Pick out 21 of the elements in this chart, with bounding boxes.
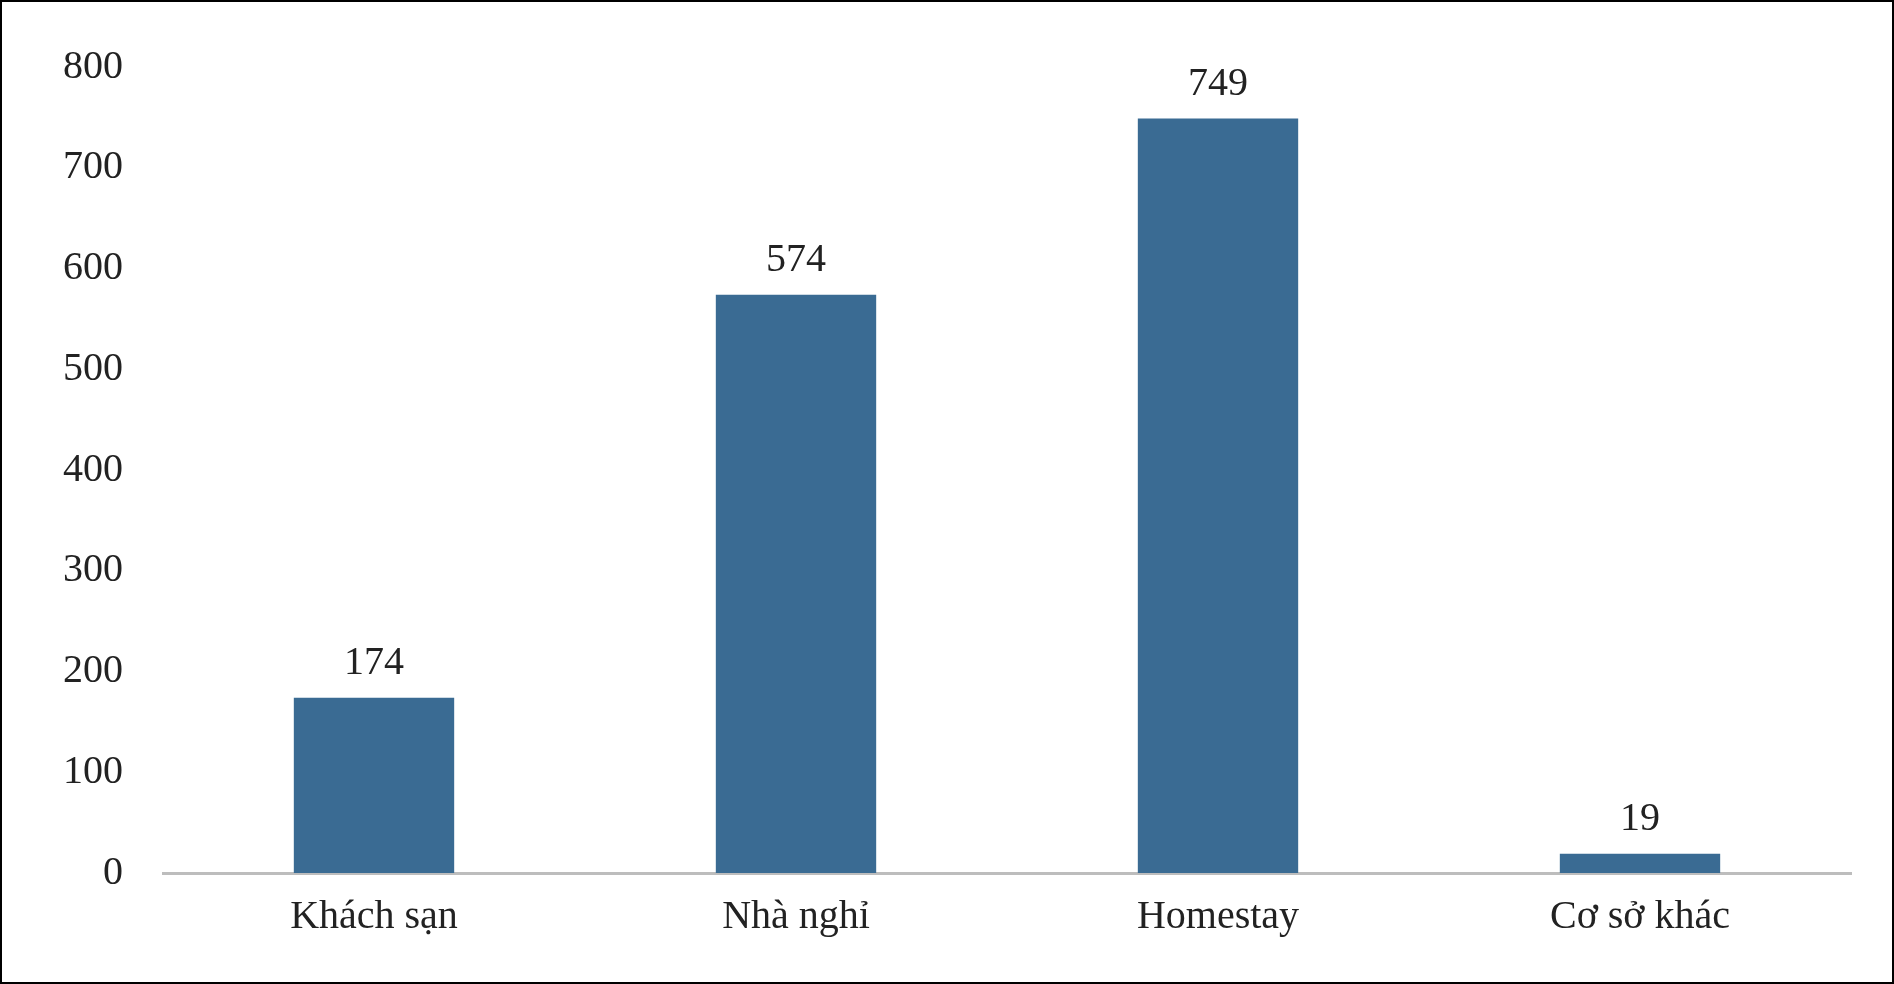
- data-label: 749: [1188, 58, 1248, 104]
- bar: [715, 294, 877, 873]
- y-tick-label: 0: [103, 847, 123, 893]
- bar: [1137, 118, 1299, 873]
- y-tick-label: 600: [63, 243, 123, 288]
- y-tick-label: 300: [63, 545, 123, 591]
- data-label: 19: [1620, 794, 1660, 840]
- x-tick-label: Khách sạn: [290, 891, 458, 937]
- x-tick-label: Nhà nghỉ: [722, 891, 870, 937]
- y-tick-label: 200: [63, 646, 123, 691]
- y-tick-label: 700: [63, 142, 123, 188]
- y-tick-label: 400: [63, 444, 123, 490]
- y-tick-label: 100: [63, 746, 123, 792]
- bar: [1559, 853, 1721, 873]
- x-tick-label: Homestay: [1136, 891, 1300, 937]
- bar: [293, 697, 455, 873]
- data-label: 174: [344, 638, 404, 684]
- x-tick-label: Cơ sở khác: [1549, 891, 1731, 937]
- y-tick-label: 800: [63, 41, 123, 87]
- data-label: 574: [766, 235, 826, 281]
- y-tick-label: 500: [63, 343, 123, 389]
